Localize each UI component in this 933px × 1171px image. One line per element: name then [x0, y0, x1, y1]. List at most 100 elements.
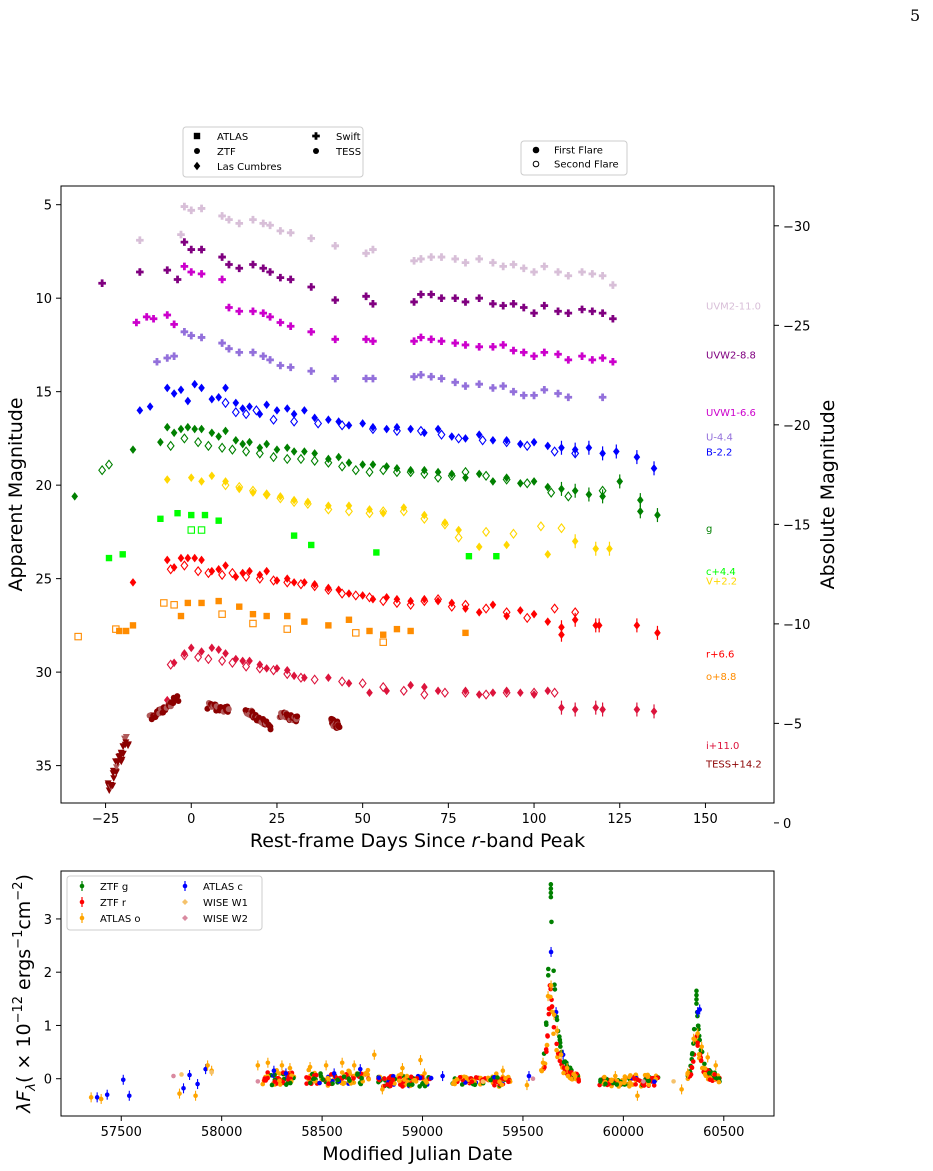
data-point-open — [420, 468, 429, 480]
data-point-open — [194, 565, 203, 577]
data-point — [197, 333, 206, 342]
data-point — [602, 1074, 607, 1080]
data-point-open — [550, 603, 559, 614]
data-point-open — [98, 464, 107, 476]
data-point-open — [475, 255, 484, 263]
data-point — [613, 447, 620, 456]
data-point — [331, 1071, 337, 1076]
data-point — [503, 686, 510, 696]
data-point-open — [410, 337, 418, 345]
data-point — [163, 555, 171, 565]
data-point-open — [598, 393, 607, 402]
data-point-open — [410, 298, 418, 306]
data-point — [691, 1026, 697, 1032]
data-point — [215, 392, 222, 402]
data-point-open — [160, 599, 168, 607]
data-point-open — [519, 348, 528, 357]
y-right-tick-label: −5 — [783, 717, 802, 732]
data-point — [187, 268, 196, 276]
data-point — [232, 435, 240, 445]
data-point-open — [489, 258, 497, 267]
data-point — [390, 1073, 396, 1079]
data-point — [286, 275, 295, 284]
data-point — [571, 486, 579, 496]
data-point-open — [399, 685, 408, 697]
data-point — [170, 563, 178, 572]
data-point — [180, 328, 189, 336]
x-tick-label: 60000 — [603, 1125, 644, 1140]
data-point — [317, 1080, 322, 1086]
data-point-open — [550, 446, 559, 457]
data-point — [539, 1068, 545, 1074]
data-point — [364, 1070, 369, 1076]
y-right-tick-label: −15 — [783, 518, 810, 533]
data-point — [179, 1072, 184, 1077]
legend-marker — [193, 132, 201, 140]
data-point — [279, 1063, 285, 1068]
data-point — [283, 1082, 289, 1087]
data-point — [543, 1047, 549, 1052]
data-point — [218, 275, 226, 284]
bottom-plot-frame — [60, 870, 775, 1117]
data-point — [694, 992, 699, 998]
data-point-open — [420, 595, 429, 607]
data-point — [450, 1081, 456, 1087]
data-point — [98, 1096, 104, 1102]
data-point — [544, 686, 552, 696]
data-point — [246, 437, 253, 447]
data-point — [232, 398, 240, 408]
data-point — [201, 511, 209, 519]
data-point — [163, 383, 171, 393]
data-point — [548, 886, 554, 891]
data-point — [198, 424, 205, 434]
y-right-tick-label: −30 — [783, 220, 810, 235]
data-point — [193, 1093, 198, 1099]
data-point — [599, 492, 606, 501]
data-point — [408, 1074, 414, 1080]
data-point — [598, 1077, 603, 1083]
data-point — [652, 1079, 657, 1084]
data-point — [263, 490, 270, 499]
legend-marker — [79, 883, 85, 889]
data-point — [285, 1077, 291, 1082]
legend-marker — [182, 883, 188, 889]
data-point — [495, 1075, 500, 1080]
y-tick-label: 15 — [35, 386, 52, 401]
data-point — [696, 1052, 702, 1057]
data-point-open — [547, 487, 556, 498]
data-points — [88, 882, 722, 1104]
data-point-open — [310, 674, 319, 685]
data-point — [331, 296, 340, 304]
data-point-open — [489, 384, 497, 392]
data-point — [688, 1072, 694, 1077]
data-point — [225, 344, 233, 353]
data-point-open — [502, 607, 511, 618]
y-tick-label: 35 — [35, 760, 52, 775]
data-point — [163, 354, 172, 362]
data-point — [222, 426, 229, 436]
data-point — [331, 374, 340, 383]
data-point — [369, 299, 377, 308]
data-point-open — [598, 309, 607, 317]
data-point — [225, 303, 233, 312]
data-point — [246, 566, 253, 576]
data-point — [273, 445, 281, 454]
data-point-open — [296, 672, 305, 683]
data-point-open — [478, 435, 487, 446]
data-point-open — [417, 290, 425, 299]
data-point-open — [420, 513, 429, 525]
x-tick-label: 50 — [354, 812, 371, 827]
data-point — [272, 1072, 277, 1078]
x-tick-label: 59000 — [402, 1125, 443, 1140]
y-tick-label: 30 — [35, 666, 52, 681]
data-point — [633, 452, 641, 462]
data-point-open — [204, 653, 213, 665]
data-point-open — [461, 466, 470, 478]
data-point-open — [283, 577, 292, 588]
data-point — [335, 452, 342, 462]
data-point-open — [242, 408, 251, 420]
series-r+6.6: r+6.6 — [129, 553, 734, 660]
data-point — [362, 292, 370, 301]
data-point — [544, 550, 552, 559]
band-label: i+11.0 — [706, 741, 739, 752]
